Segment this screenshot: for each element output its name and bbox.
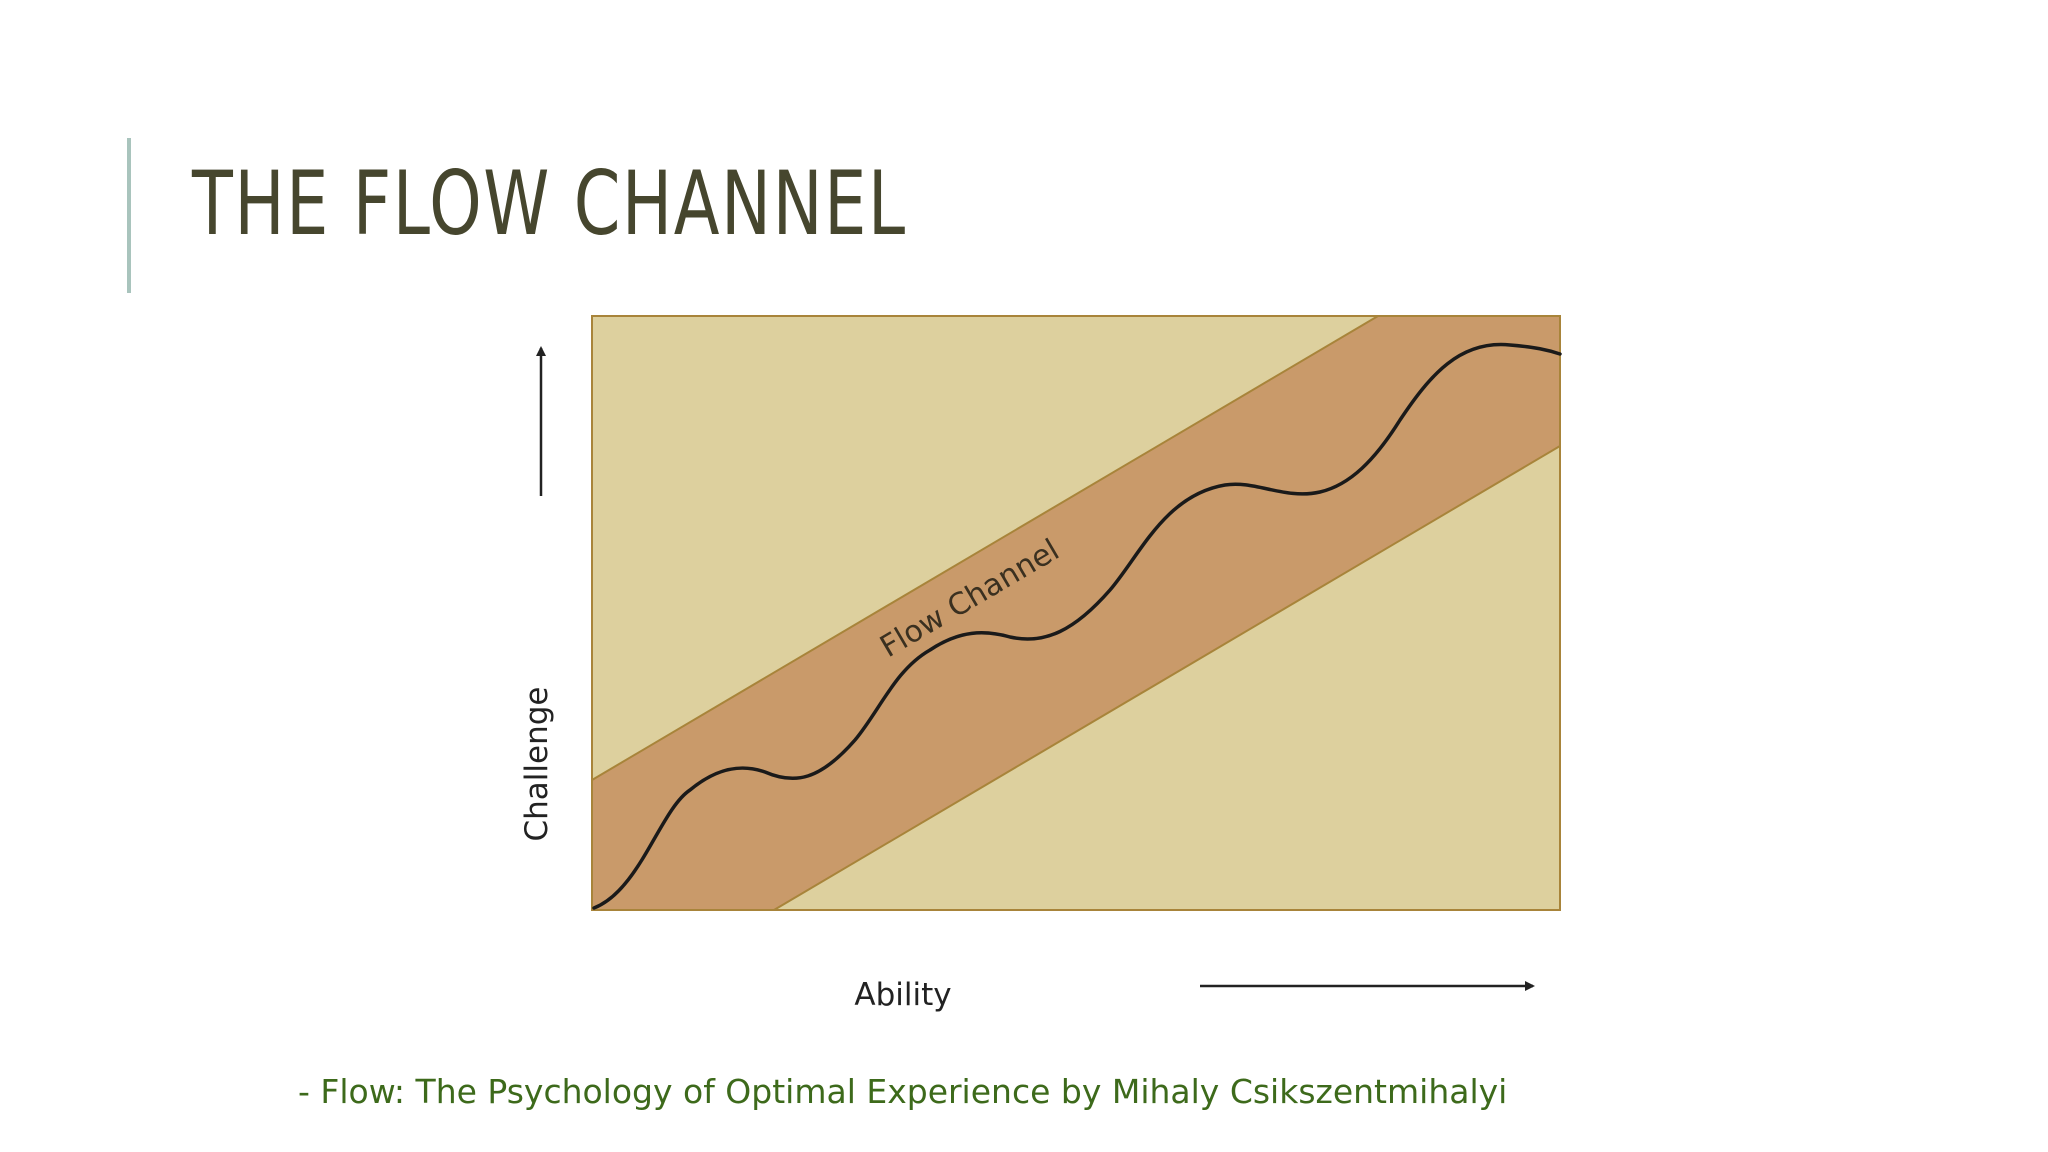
- flow-curve: [592, 342, 1562, 910]
- slide-title: THE FLOW CHANNEL: [192, 152, 907, 255]
- challenge-axis-label: Challenge: [519, 687, 555, 842]
- citation-text: - Flow: The Psychology of Optimal Experi…: [298, 1072, 1508, 1111]
- ability-axis-label: Ability: [854, 977, 951, 1013]
- band-upper-edge: [591, 315, 1379, 781]
- diagram-border: [591, 315, 1561, 911]
- band-lower-edge: [773, 445, 1561, 911]
- title-accent-bar: [127, 138, 131, 293]
